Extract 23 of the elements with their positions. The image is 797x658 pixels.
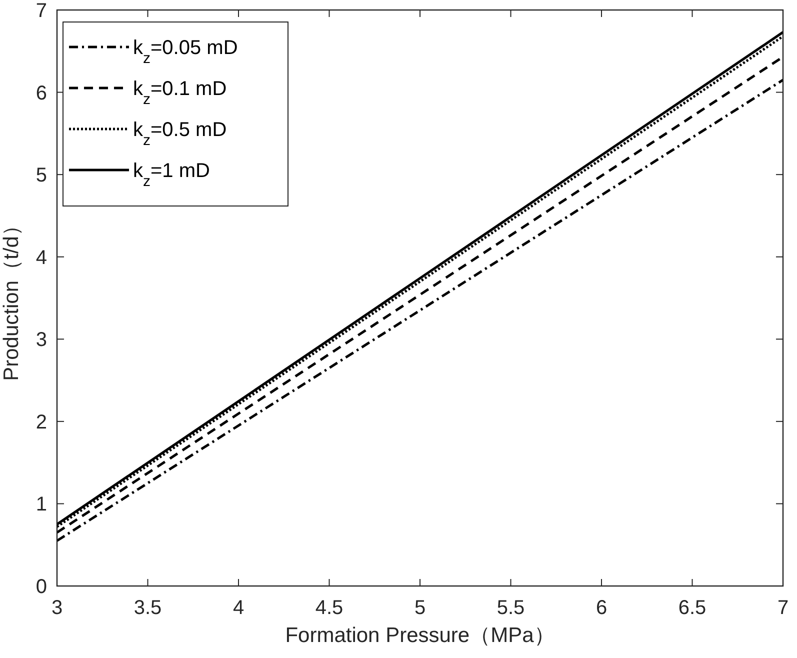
y-axis-title: Production（t/d）	[0, 215, 23, 381]
x-tick-label: 5	[414, 597, 426, 619]
legend-label: k$_{z}$=1 mD	[133, 160, 210, 190]
y-tick-label: 6	[36, 82, 47, 104]
legend-label: k$_{z}$=0.05 mD	[133, 37, 238, 66]
y-tick-label: 0	[36, 576, 47, 598]
y-tick-label: 3	[36, 329, 47, 352]
x-tick-label: 6	[596, 597, 608, 619]
y-tick-label: 1	[36, 494, 47, 516]
x-tick-label: 4.5	[315, 597, 344, 619]
x-tick-label: 4	[232, 597, 244, 619]
y-tick-label: 2	[36, 411, 47, 434]
x-tick-label: 5.5	[496, 597, 525, 619]
x-tick-label: 3	[51, 597, 63, 619]
legend-label: k$_{z}$=0.5 mD	[133, 119, 227, 148]
y-tick-label: 5	[36, 164, 47, 187]
y-tick-label: 7	[36, 0, 47, 22]
legend-label: k$_{z}$=0.1 mD	[133, 78, 227, 108]
x-axis-title: Formation Pressure（MPa）	[285, 624, 555, 647]
x-tick-label: 7	[777, 597, 789, 619]
x-tick-label: 3.5	[134, 597, 162, 619]
y-tick-label: 4	[36, 246, 47, 269]
x-tick-label: 6.5	[678, 597, 706, 619]
